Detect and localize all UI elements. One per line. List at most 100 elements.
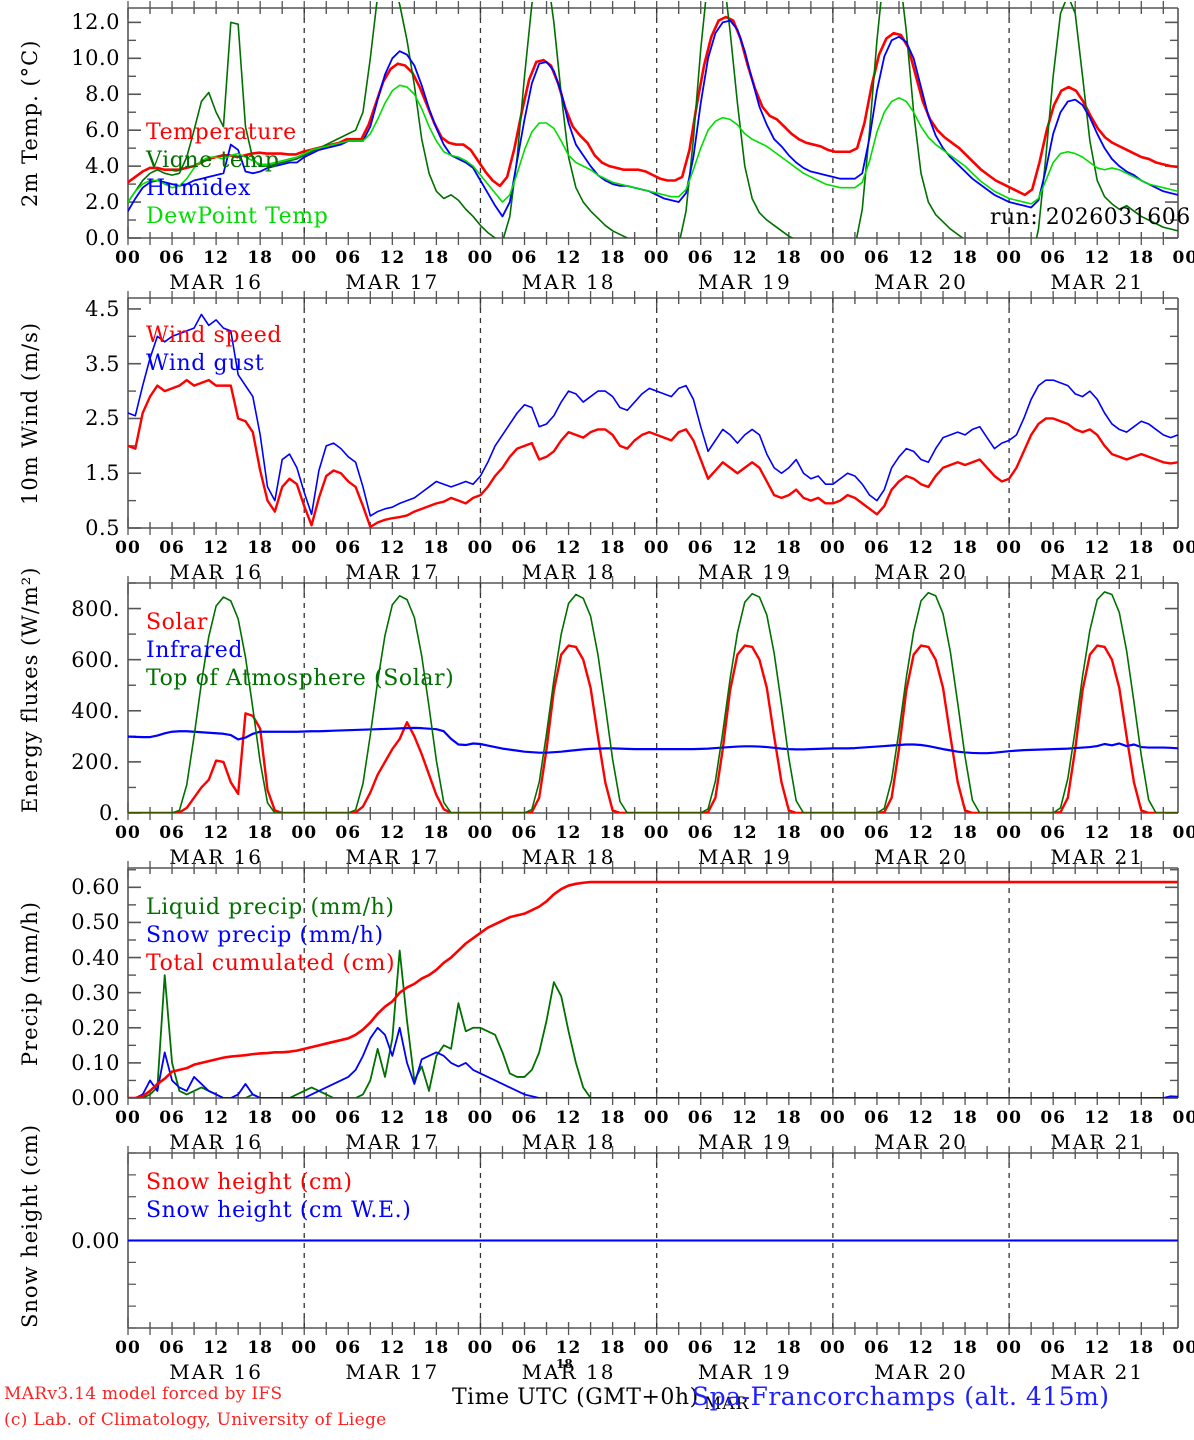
x-tick-label: 18: [775, 538, 802, 558]
x-tick-label: 00: [467, 248, 494, 268]
x-tick-label: 12: [379, 248, 406, 268]
y-tick-label: 0.5: [85, 516, 120, 540]
y-axis-label-wind: 10m Wind (m/s): [18, 321, 42, 505]
x-tick-label: 18: [952, 1108, 978, 1128]
x-tick-label: 00: [291, 538, 318, 558]
legend-item-snow_height-1: Snow height (cm W.E.): [146, 1198, 412, 1223]
legend-item-precip-2: Total cumulated (cm): [146, 951, 396, 976]
x-tick-label: 18: [599, 823, 626, 843]
y-tick-label: 0.30: [71, 980, 120, 1005]
y-tick-label: 10.0: [71, 46, 120, 71]
x-tick-label: 00: [820, 1108, 846, 1128]
x-tick-label: 06: [335, 538, 362, 558]
x-tick-label: 18: [247, 1108, 273, 1128]
x-tick-label: 18: [1128, 1338, 1155, 1358]
x-tick-label: 00: [996, 823, 1022, 843]
y-tick-label: 0.50: [71, 910, 120, 935]
x-tick-label: 00: [643, 248, 670, 268]
x-axis-time-label: Time UTC (GMT+0h): [452, 1385, 699, 1410]
x-tick-label: 00: [820, 538, 846, 558]
y-tick-label: 8.0: [85, 82, 120, 107]
x-day-label: MAR 19: [697, 270, 792, 294]
x-tick-label: 00: [291, 1108, 318, 1128]
x-day-label: MAR 18: [521, 1360, 616, 1384]
x-tick-label: 12: [731, 248, 758, 268]
x-tick-label: 18: [775, 823, 802, 843]
x-tick-label: 00: [643, 823, 670, 843]
x-tick-label: 12: [203, 248, 229, 268]
x-tick-label: 12: [555, 248, 582, 268]
x-tick-label: 00: [291, 1338, 318, 1358]
x-tick-label: 12: [908, 1338, 934, 1358]
x-tick-label: 12: [731, 823, 758, 843]
x-tick-label: 06: [1040, 248, 1067, 268]
x-tick-label: 18: [599, 1108, 626, 1128]
x-day-label: MAR 19: [697, 845, 792, 869]
y-axis-label-temperature: 2m Temp. (°C): [18, 39, 42, 207]
x-tick-label: 00: [1172, 538, 1194, 558]
x-tick-label: 12: [379, 823, 406, 843]
legend-item-wind-0: Wind speed: [146, 323, 283, 348]
x-day-label: MAR 21: [1050, 1130, 1145, 1154]
y-tick-label: 3.5: [85, 351, 120, 376]
x-day-label: MAR 17: [345, 1130, 440, 1154]
y-tick-label: 6.0: [85, 118, 120, 143]
y-tick-label: 0.00: [71, 1086, 120, 1110]
legend-item-temperature-0: Temperature: [146, 120, 297, 145]
x-tick-label: 18: [599, 1338, 626, 1358]
x-tick-label: 18: [247, 248, 273, 268]
x-tick-label: 00: [1172, 1338, 1194, 1358]
x-tick-label: 06: [335, 823, 362, 843]
x-day-label: MAR 19: [697, 1130, 792, 1154]
legend-item-precip-0: Liquid precip (mm/h): [146, 895, 395, 920]
y-tick-label: 0.40: [71, 945, 120, 970]
legend-item-temperature-1: Vigne temp: [146, 148, 280, 173]
y-axis-label-energy_fluxes: Energy fluxes (W/m²): [18, 566, 42, 813]
x-tick-label: 12: [555, 1338, 582, 1358]
y-tick-label: 12.0: [71, 10, 120, 35]
x-tick-label: 06: [159, 823, 185, 843]
y-tick-label: 600.: [71, 647, 120, 672]
x-tick-label: 18: [423, 248, 450, 268]
x-tick-label: 12: [379, 1108, 406, 1128]
x-tick-label: 18: [952, 1338, 978, 1358]
x-tick-label: 18: [247, 1338, 273, 1358]
x-tick-label: 06: [687, 248, 714, 268]
x-tick-label: 00: [1172, 1108, 1194, 1128]
x-tick-label: 06: [864, 538, 890, 558]
x-tick-label: 12: [731, 538, 758, 558]
x-tick-label: 06: [159, 248, 185, 268]
x-tick-label: 18: [423, 538, 450, 558]
x-tick-label: 18: [952, 248, 978, 268]
x-tick-label: 00: [820, 823, 846, 843]
x-day-label: MAR 20: [874, 1130, 968, 1154]
x-tick-label: 18: [775, 248, 802, 268]
x-tick-label: 06: [159, 538, 185, 558]
y-tick-label: 4.0: [85, 154, 120, 179]
x-tick-label: 06: [511, 538, 538, 558]
y-tick-label: 0.0: [85, 226, 120, 250]
x-day-label: MAR 20: [874, 560, 968, 584]
x-tick-label: 00: [115, 1338, 141, 1358]
x-tick-label: 00: [291, 248, 318, 268]
y-tick-label: 4.5: [85, 296, 120, 321]
x-tick-label: 06: [687, 823, 714, 843]
x-day-label: MAR 19: [697, 1360, 792, 1384]
x-tick-label: 18: [247, 823, 273, 843]
x-tick-label: 12: [731, 1338, 758, 1358]
x-tick-label: 00: [291, 823, 318, 843]
x-tick-label: 00: [115, 248, 141, 268]
x-day-label: MAR 16: [169, 845, 264, 869]
y-tick-label: 0.20: [71, 1015, 120, 1040]
x-tick-label: 06: [1040, 538, 1067, 558]
x-tick-label: 00: [996, 538, 1022, 558]
x-tick-label: 18: [1128, 538, 1155, 558]
x-tick-label: 06: [511, 248, 538, 268]
x-tick-label: 06: [687, 1338, 714, 1358]
y-tick-label: 800.: [71, 596, 120, 621]
x-tick-label: 00: [820, 1338, 846, 1358]
x-tick-label: 12: [908, 823, 934, 843]
x-tick-label: 06: [335, 248, 362, 268]
x-tick-label: 18: [775, 1108, 802, 1128]
footer-model-line: MARv3.14 model forced by IFS: [4, 1384, 283, 1404]
